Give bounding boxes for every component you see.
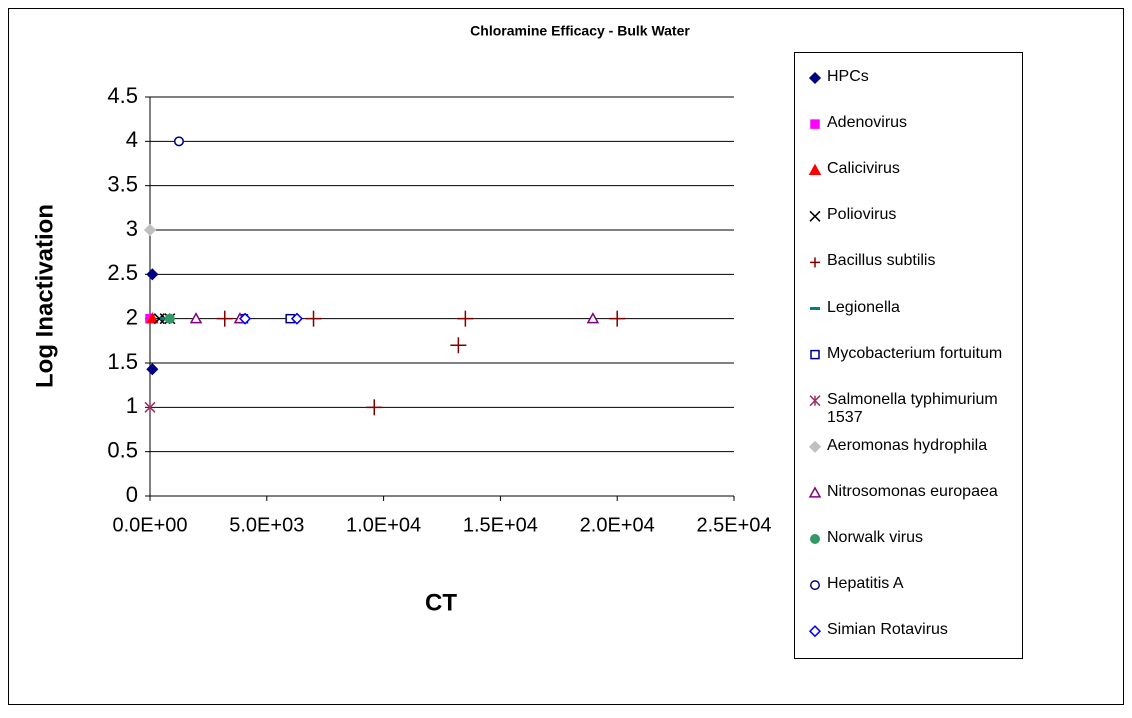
y-tick-label: 2 <box>126 304 138 329</box>
scatter-point <box>216 310 233 327</box>
legend-marker <box>810 349 820 360</box>
marker-shape <box>189 312 203 324</box>
marker-shape <box>146 363 159 376</box>
marker-shape <box>810 580 820 591</box>
y-tick-label: 2.5 <box>107 260 138 285</box>
scatter-point <box>450 337 467 354</box>
marker-shape <box>808 163 822 175</box>
legend-item: Nitrosomonas europaea <box>827 482 998 500</box>
y-tick-label: 4 <box>126 127 138 152</box>
legend-item: Salmonella typhimurium 1537 <box>827 390 998 426</box>
legend-item: Legionella <box>827 298 900 316</box>
scatter-point <box>305 310 322 327</box>
x-tick-label: 0.0E+00 <box>112 514 187 536</box>
legend-item: Hepatitis A <box>827 575 904 593</box>
scatter-point <box>146 363 159 376</box>
legend-item: Mycobacterium fortuitum <box>827 344 1003 362</box>
y-axis-title: Log Inactivation <box>31 204 58 388</box>
y-tick-label: 0.5 <box>107 437 138 462</box>
legend-label: Hepatitis A <box>827 575 904 593</box>
marker-shape <box>290 312 303 325</box>
legend-label: Legionella <box>827 298 900 316</box>
legend-marker <box>810 580 820 591</box>
legend-marker <box>808 625 822 638</box>
y-tick-label: 1 <box>126 393 138 418</box>
marker-shape <box>146 268 159 281</box>
legend-item: Norwalk virus <box>827 529 924 546</box>
legend-marker <box>808 71 822 85</box>
y-tick-label: 1.5 <box>107 349 138 374</box>
y-tick-label: 0 <box>126 482 138 507</box>
legend-item: HPCs <box>827 68 869 85</box>
x-tick-label: 1.5E+04 <box>463 514 538 536</box>
marker-shape <box>143 223 157 237</box>
legend-item: Aeromonas hydrophila <box>827 436 988 454</box>
marker-shape <box>809 210 821 222</box>
legend-label: Norwalk virus <box>827 529 924 546</box>
marker-shape <box>808 486 822 498</box>
marker-shape <box>810 119 820 129</box>
x-tick-label: 1.0E+04 <box>346 514 421 536</box>
legend-label: Calicivirus <box>827 160 900 178</box>
legend-marker <box>809 395 821 407</box>
marker-shape <box>810 534 820 544</box>
legend-marker <box>808 440 822 453</box>
scatter-point <box>146 268 159 281</box>
legend-marker <box>808 486 822 498</box>
marker-shape <box>173 136 184 147</box>
legend-label: Bacillus subtilis <box>827 252 936 270</box>
scatter-point <box>164 313 175 324</box>
marker-shape <box>808 625 822 638</box>
marker-shape <box>810 349 820 360</box>
legend-label: Nitrosomonas europaea <box>827 482 998 500</box>
legend-item: Adenovirus <box>827 114 908 132</box>
legend-label: Adenovirus <box>827 114 908 132</box>
legend-marker <box>809 210 821 222</box>
scatter-point <box>457 310 474 327</box>
scatter-point <box>143 223 157 237</box>
legend-marker <box>810 534 820 544</box>
legend-item: Simian Rotavirus <box>827 621 948 639</box>
legend-box <box>794 52 1023 659</box>
scatter-point <box>189 312 203 324</box>
legend-item: Bacillus subtilis <box>827 252 936 270</box>
x-tick-label: 2.5E+04 <box>696 514 771 536</box>
legend-item: Calicivirus <box>827 160 900 178</box>
scatter-point <box>586 312 600 324</box>
x-tick-label: 2.0E+04 <box>580 514 655 536</box>
marker-shape <box>586 312 600 324</box>
legend-label: Aeromonas hydrophila <box>827 436 988 454</box>
legend-label: Poliovirus <box>827 206 897 224</box>
legend-label: HPCs <box>827 68 869 85</box>
y-tick-label: 3.5 <box>107 171 138 196</box>
legend-item: Poliovirus <box>827 206 897 224</box>
scatter-point <box>239 312 252 325</box>
marker-shape <box>146 312 159 324</box>
legend-marker <box>810 119 820 129</box>
y-tick-label: 4.5 <box>107 83 138 108</box>
legend-label: Simian Rotavirus <box>827 621 948 639</box>
scatter-point <box>366 399 383 416</box>
legend-marker <box>810 257 820 268</box>
scatter-point <box>290 312 303 325</box>
x-tick-label: 5.0E+03 <box>229 514 304 536</box>
scatter-point <box>146 312 159 324</box>
y-tick-label: 3 <box>126 216 138 241</box>
marker-shape <box>239 312 252 325</box>
legend-label: Salmonella typhimurium 1537 <box>827 390 998 426</box>
marker-shape <box>164 313 175 324</box>
marker-shape <box>808 440 822 453</box>
scatter-point <box>144 401 156 413</box>
scatter-point <box>609 310 626 327</box>
legend-marker <box>808 163 822 175</box>
x-axis-title: CT <box>425 589 457 616</box>
chart-title: Chloramine Efficacy - Bulk Water <box>470 23 690 39</box>
marker-shape <box>808 71 822 85</box>
legend-label: Mycobacterium fortuitum <box>827 344 1003 362</box>
scatter-point <box>173 136 184 147</box>
